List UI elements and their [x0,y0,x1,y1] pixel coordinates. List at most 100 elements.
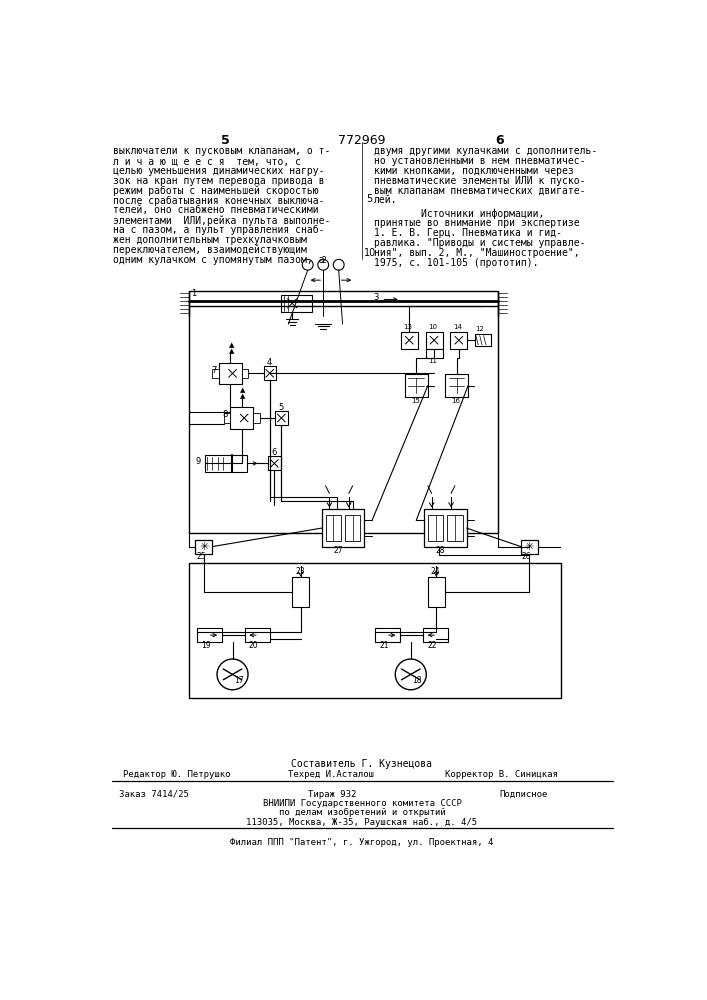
Text: 5: 5 [366,194,372,204]
Text: Тираж 932: Тираж 932 [308,790,357,799]
Text: 10: 10 [363,248,375,258]
Bar [281,295,312,312]
Text: ✳: ✳ [525,542,534,552]
Text: после срабатывания конечных выключа-: после срабатывания конечных выключа- [113,195,325,206]
Text: Подписное: Подписное [499,790,547,799]
Bar [426,332,443,349]
Circle shape [217,659,248,690]
Text: на с пазом, а пульт управления снаб-: на с пазом, а пульт управления снаб- [113,225,325,235]
Text: телей, оно снабжено пневматическими: телей, оно снабжено пневматическими [113,205,319,215]
Bar [475,334,491,346]
Text: 10: 10 [428,324,438,330]
Text: 17: 17 [234,676,244,685]
Text: 1: 1 [191,289,196,298]
Text: пневматические элементы ИЛИ к пуско-: пневматические элементы ИЛИ к пуско- [373,176,585,186]
Text: 25: 25 [196,552,206,561]
Text: одним кулачком с упомянутым пазом, а: одним кулачком с упомянутым пазом, а [113,255,325,265]
Bar [375,628,400,642]
Text: вым клапанам пневматических двигате-: вым клапанам пневматических двигате- [373,186,585,196]
Text: ✳: ✳ [199,542,209,552]
Text: 6: 6 [271,448,276,457]
Text: ния", вып. 2, М., "Машиностроение",: ния", вып. 2, М., "Машиностроение", [373,248,579,258]
Text: ▲: ▲ [240,387,245,393]
Text: 8: 8 [223,410,228,419]
Bar [292,577,309,607]
Bar [424,509,467,547]
Text: кими кнопками, подключенными через: кими кнопками, подключенными через [373,166,573,176]
Text: 3: 3 [373,293,379,302]
Text: но установленными в нем пневматичес-: но установленными в нем пневматичес- [373,156,585,166]
Circle shape [303,259,313,270]
Bar [521,540,538,554]
Text: ▲: ▲ [228,348,234,354]
Text: Филиал ППП "Патент", г. Ужгород, ул. Проектная, 4: Филиал ППП "Патент", г. Ужгород, ул. Про… [230,838,493,847]
Text: по делам изобретений и открытий: по делам изобретений и открытий [279,808,445,817]
Text: целью уменьшения динамических нагру-: целью уменьшения динамических нагру- [113,166,325,176]
Text: элементами  ИЛИ,рейка пульта выполне-: элементами ИЛИ,рейка пульта выполне- [113,215,331,226]
Bar [345,515,361,541]
Text: Источники информации,: Источники информации, [373,208,544,219]
Bar [428,515,443,541]
Bar [448,515,462,541]
Text: 28: 28 [436,546,445,555]
Text: 11: 11 [428,358,438,364]
Text: равлика. "Приводы и системы управле-: равлика. "Приводы и системы управле- [373,238,585,248]
Text: 5: 5 [221,134,230,147]
Text: 4: 4 [267,358,272,367]
Circle shape [317,259,329,270]
Text: 14: 14 [453,324,462,330]
Bar [197,628,222,642]
Bar [322,509,364,547]
Bar [264,366,276,380]
Text: ▲: ▲ [228,343,234,349]
Bar [245,628,270,642]
Bar [189,563,561,698]
Bar [204,455,247,472]
Circle shape [395,659,426,690]
Text: 15: 15 [411,398,420,404]
Text: принятые во внимание при экспертизе: принятые во внимание при экспертизе [373,218,579,228]
Bar [189,291,498,533]
Bar [325,515,341,541]
Bar [230,407,253,429]
Bar [195,540,212,554]
Text: 22: 22 [427,641,436,650]
Text: Техред И.Асталош: Техред И.Асталош [288,770,374,779]
Bar [445,374,468,397]
Text: 12: 12 [475,326,484,332]
Text: режим работы с наименьшей скоростью: режим работы с наименьшей скоростью [113,186,319,196]
Text: 1975, с. 101-105 (прототип).: 1975, с. 101-105 (прототип). [373,258,538,268]
Text: 6: 6 [495,134,503,147]
Text: 23: 23 [296,567,305,576]
Text: 13: 13 [403,324,412,330]
Text: выключатели к пусковым клапанам, о т-: выключатели к пусковым клапанам, о т- [113,146,331,156]
Circle shape [333,259,344,270]
Bar [218,363,242,384]
Text: зок на кран путем перевода привода в: зок на кран путем перевода привода в [113,176,325,186]
Text: 7: 7 [211,366,216,375]
Text: 16: 16 [451,398,460,404]
Text: переключателем, взаимодействующим: переключателем, взаимодействующим [113,245,307,255]
Text: ▲: ▲ [240,393,245,399]
Text: Заказ 7414/25: Заказ 7414/25 [119,790,189,799]
Text: Корректор В. Синицкая: Корректор В. Синицкая [445,770,558,779]
Bar [242,369,248,378]
Text: лей.: лей. [373,195,397,205]
Bar [268,456,281,470]
Text: 5: 5 [279,403,284,412]
Bar [426,349,443,358]
Text: 21: 21 [379,641,389,650]
Text: 772969: 772969 [338,134,386,147]
Text: 19: 19 [201,641,211,650]
Text: двумя другими кулачками с дополнитель-: двумя другими кулачками с дополнитель- [373,146,597,156]
Text: Редактор Ю. Петрушко: Редактор Ю. Петрушко [123,770,230,779]
Text: 20: 20 [249,641,259,650]
Text: 113035, Москва, Ж-35, Раушская наб., д. 4/5: 113035, Москва, Ж-35, Раушская наб., д. … [246,818,477,827]
Text: жен дополнительным трехкулачковым: жен дополнительным трехкулачковым [113,235,307,245]
Bar [253,413,259,423]
Bar [275,411,288,425]
Text: 1. Е. В. Герц. Пневматика и гид-: 1. Е. В. Герц. Пневматика и гид- [373,228,561,238]
Bar [423,628,448,642]
Text: 27: 27 [333,546,343,555]
Bar [401,332,418,349]
